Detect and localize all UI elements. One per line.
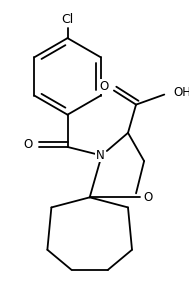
Text: OH: OH (174, 86, 189, 99)
Text: O: O (99, 80, 108, 93)
Text: Cl: Cl (61, 13, 74, 27)
Text: O: O (143, 191, 153, 204)
Text: O: O (24, 138, 33, 152)
Text: N: N (95, 149, 104, 162)
